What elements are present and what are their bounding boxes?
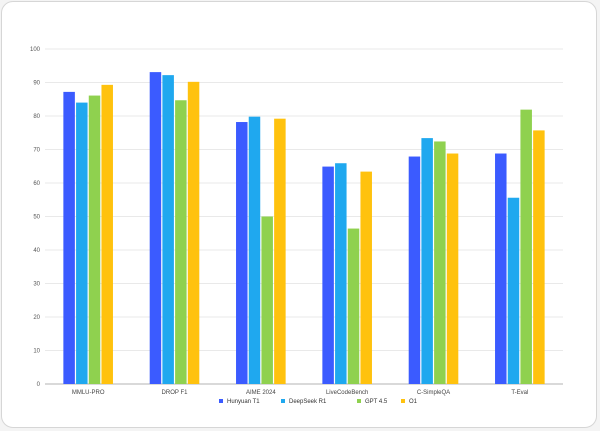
y-tick-label: 100 [30, 47, 41, 53]
bar [360, 171, 372, 384]
legend-swatch [281, 399, 285, 403]
bar [88, 95, 101, 384]
gridlines [45, 48, 563, 385]
y-tick-label: 90 [33, 81, 40, 87]
bar [408, 156, 421, 384]
bar [187, 81, 200, 384]
bars [63, 72, 545, 385]
bar [236, 122, 248, 384]
x-category-label: T-Eval [511, 390, 528, 396]
bar [446, 153, 459, 384]
x-category-label: C-SimpleQA [417, 390, 450, 396]
y-tick-label: 40 [33, 248, 40, 254]
legend-swatch [401, 399, 405, 403]
bar [149, 72, 162, 385]
y-tick-label: 0 [37, 382, 41, 388]
bar [274, 118, 286, 385]
bar [421, 138, 433, 384]
bar [434, 141, 446, 384]
legend-label: DeepSeek R1 [289, 399, 327, 405]
y-axis-ticks: 0 10 20 30 40 50 60 70 80 90 100 [30, 47, 41, 388]
legend-label: O1 [409, 399, 418, 405]
y-tick-label: 10 [33, 349, 40, 355]
legend-item: DeepSeek R1 [281, 399, 327, 405]
bar [261, 216, 273, 384]
y-tick-label: 20 [33, 315, 40, 321]
bar [507, 197, 520, 384]
y-tick-label: 70 [33, 148, 40, 154]
legend-swatch [219, 399, 223, 403]
bar [520, 109, 532, 384]
bar [76, 102, 88, 384]
y-tick-label: 60 [33, 181, 40, 187]
legend-label: GPT 4.5 [365, 399, 388, 405]
bar [533, 130, 545, 384]
legend-item: O1 [401, 399, 418, 405]
bar [63, 91, 75, 384]
bar [322, 166, 334, 384]
x-category-label: AIME 2024 [246, 390, 276, 396]
bar [347, 228, 360, 384]
legend-swatch [357, 399, 361, 403]
x-category-label: DROP F1 [162, 390, 189, 396]
y-tick-label: 50 [33, 215, 40, 221]
y-tick-label: 30 [33, 282, 40, 288]
bar [162, 75, 174, 384]
x-axis-categories: MMLU-PRO DROP F1 AIME 2024 LiveCodeBench… [72, 390, 529, 396]
x-category-label: MMLU-PRO [72, 390, 105, 396]
legend-label: Hunyuan T1 [227, 399, 260, 405]
legend: Hunyuan T1 DeepSeek R1 GPT 4.5 O1 [219, 399, 418, 405]
y-tick-label: 80 [33, 114, 40, 120]
bar [175, 100, 187, 384]
bar [335, 163, 347, 384]
bar [248, 116, 261, 385]
x-category-label: LiveCodeBench [326, 390, 368, 396]
legend-item: Hunyuan T1 [219, 399, 260, 405]
bar [495, 153, 507, 384]
legend-item: GPT 4.5 [357, 399, 388, 405]
bar [101, 84, 113, 384]
